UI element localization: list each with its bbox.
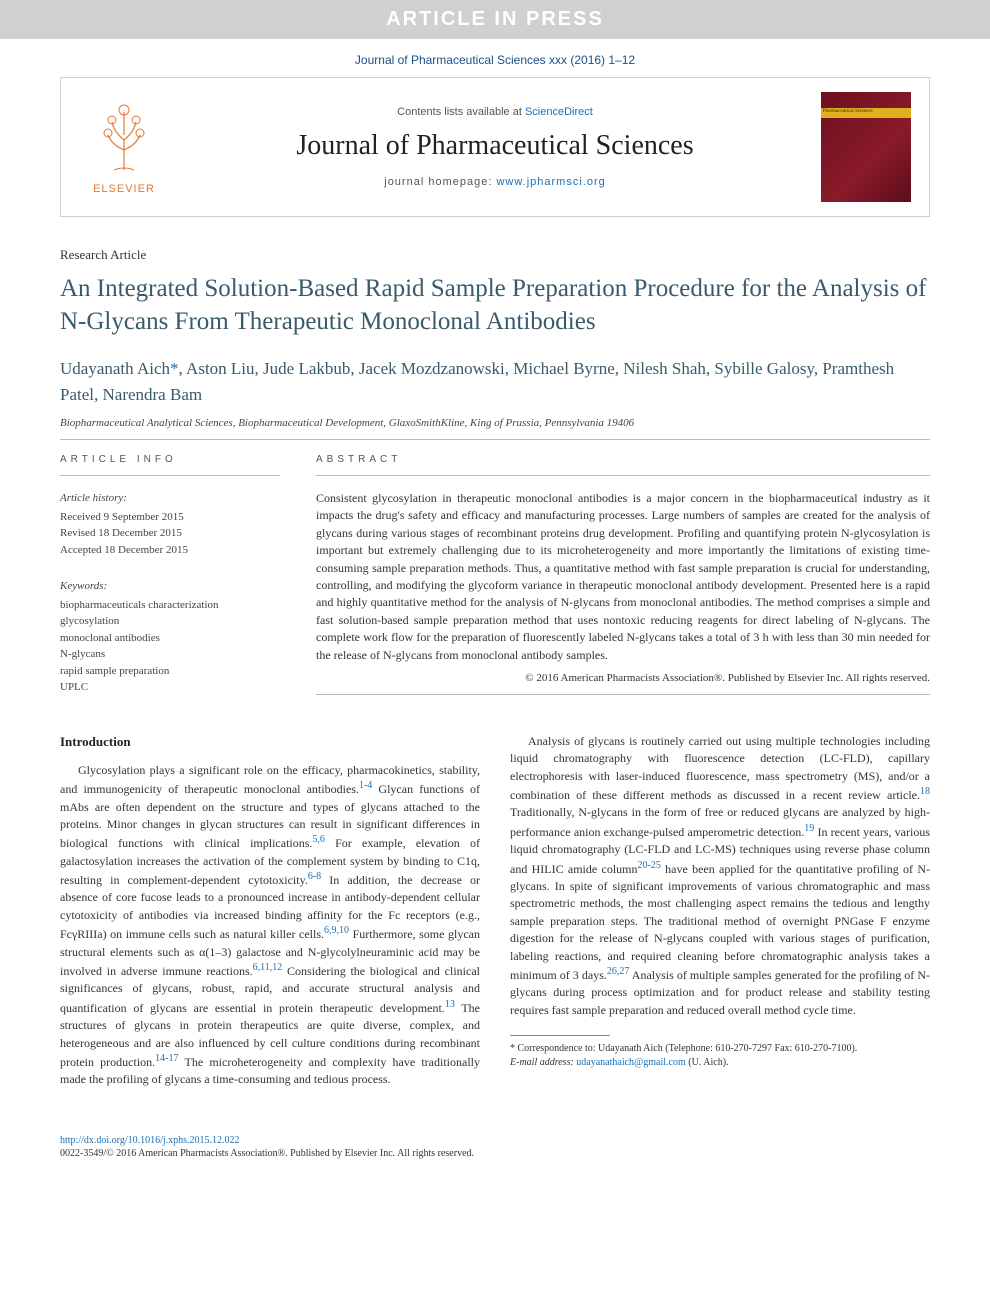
divider bbox=[316, 475, 930, 476]
journal-homepage-line: journal homepage: www.jpharmsci.org bbox=[189, 176, 801, 188]
email-label: E-mail address: bbox=[510, 1057, 576, 1068]
keyword: rapid sample preparation bbox=[60, 663, 280, 680]
citation[interactable]: 1-4 bbox=[359, 780, 372, 791]
abstract-text: Consistent glycosylation in therapeutic … bbox=[316, 490, 930, 664]
keyword: biopharmaceuticals characterization bbox=[60, 597, 280, 614]
contents-prefix: Contents lists available at bbox=[397, 106, 525, 118]
citation[interactable]: 20-25 bbox=[638, 860, 661, 871]
keyword: monoclonal antibodies bbox=[60, 630, 280, 647]
article-title: An Integrated Solution-Based Rapid Sampl… bbox=[60, 273, 930, 338]
body-paragraph: Glycosylation plays a significant role o… bbox=[60, 762, 480, 1089]
body-text: have been applied for the quantitative p… bbox=[510, 862, 930, 982]
keyword: glycosylation bbox=[60, 613, 280, 630]
citation[interactable]: 26,27 bbox=[607, 966, 630, 977]
journal-title: Journal of Pharmaceutical Sciences bbox=[189, 130, 801, 162]
cover-stripe-label: Pharmaceutical Sciences bbox=[821, 108, 911, 118]
page-footer: http://dx.doi.org/10.1016/j.xphs.2015.12… bbox=[0, 1129, 990, 1179]
citation[interactable]: 13 bbox=[445, 999, 455, 1010]
introduction-heading: Introduction bbox=[60, 733, 480, 752]
elsevier-tree-icon bbox=[92, 100, 156, 174]
author-list: Udayanath Aich*, Aston Liu, Jude Lakbub,… bbox=[60, 356, 930, 407]
divider bbox=[60, 475, 280, 476]
article-history-block: Article history: Received 9 September 20… bbox=[60, 490, 280, 558]
body-paragraph: Analysis of glycans is routinely carried… bbox=[510, 733, 930, 1019]
journal-homepage-link[interactable]: www.jpharmsci.org bbox=[496, 176, 605, 188]
body-text: Analysis of glycans is routinely carried… bbox=[510, 734, 930, 802]
citation[interactable]: 14-17 bbox=[155, 1053, 178, 1064]
correspondence-footnote: * Correspondence to: Udayanath Aich (Tel… bbox=[510, 1042, 930, 1056]
body-two-column: Introduction Glycosylation plays a signi… bbox=[60, 733, 930, 1089]
journal-cover-thumbnail: Pharmaceutical Sciences bbox=[821, 92, 911, 202]
abstract-column: abstract Consistent glycosylation in the… bbox=[316, 454, 930, 709]
sciencedirect-link[interactable]: ScienceDirect bbox=[525, 106, 593, 118]
doi-link[interactable]: http://dx.doi.org/10.1016/j.xphs.2015.12… bbox=[60, 1135, 240, 1146]
citation[interactable]: 6-8 bbox=[308, 871, 321, 882]
article-type: Research Article bbox=[60, 247, 930, 263]
history-revised: Revised 18 December 2015 bbox=[60, 525, 280, 542]
journal-masthead: ELSEVIER Contents lists available at Sci… bbox=[60, 77, 930, 217]
keyword: N-glycans bbox=[60, 646, 280, 663]
footnotes-block: * Correspondence to: Udayanath Aich (Tel… bbox=[510, 1042, 930, 1070]
keywords-block: Keywords: biopharmaceuticals characteriz… bbox=[60, 578, 280, 696]
citation[interactable]: 19 bbox=[804, 823, 814, 834]
citation[interactable]: 5,6 bbox=[312, 834, 325, 845]
keywords-title: Keywords: bbox=[60, 578, 280, 595]
email-suffix: (U. Aich). bbox=[686, 1057, 729, 1068]
abstract-heading: abstract bbox=[316, 454, 930, 465]
citation[interactable]: 18 bbox=[920, 786, 930, 797]
footnote-divider bbox=[510, 1035, 610, 1036]
article-content: Research Article An Integrated Solution-… bbox=[0, 217, 990, 1129]
email-footnote: E-mail address: udayanathaich@gmail.com … bbox=[510, 1056, 930, 1070]
history-received: Received 9 September 2015 bbox=[60, 509, 280, 526]
homepage-prefix: journal homepage: bbox=[384, 176, 496, 188]
article-in-press-banner: ARTICLE IN PRESS bbox=[0, 0, 990, 39]
author-affiliation: Biopharmaceutical Analytical Sciences, B… bbox=[60, 417, 930, 429]
info-abstract-row: article info Article history: Received 9… bbox=[60, 454, 930, 709]
corresponding-email-link[interactable]: udayanathaich@gmail.com bbox=[576, 1057, 685, 1068]
history-title: Article history: bbox=[60, 490, 280, 507]
contents-available-line: Contents lists available at ScienceDirec… bbox=[189, 106, 801, 118]
masthead-center: Contents lists available at ScienceDirec… bbox=[169, 106, 821, 188]
publisher-logo-block: ELSEVIER bbox=[79, 100, 169, 195]
corresponding-mark-icon: * bbox=[170, 359, 179, 378]
article-info-column: article info Article history: Received 9… bbox=[60, 454, 280, 709]
citation[interactable]: 6,9,10 bbox=[324, 925, 349, 936]
abstract-copyright: © 2016 American Pharmacists Association®… bbox=[316, 672, 930, 684]
elsevier-label: ELSEVIER bbox=[79, 183, 169, 195]
doi-line: http://dx.doi.org/10.1016/j.xphs.2015.12… bbox=[60, 1135, 930, 1146]
journal-reference: Journal of Pharmaceutical Sciences xxx (… bbox=[0, 39, 990, 77]
divider bbox=[60, 439, 930, 440]
article-info-heading: article info bbox=[60, 454, 280, 465]
history-accepted: Accepted 18 December 2015 bbox=[60, 542, 280, 559]
keyword: UPLC bbox=[60, 679, 280, 696]
citation[interactable]: 6,11,12 bbox=[253, 962, 283, 973]
issn-copyright-line: 0022-3549/© 2016 American Pharmacists As… bbox=[60, 1148, 930, 1159]
divider bbox=[316, 694, 930, 695]
